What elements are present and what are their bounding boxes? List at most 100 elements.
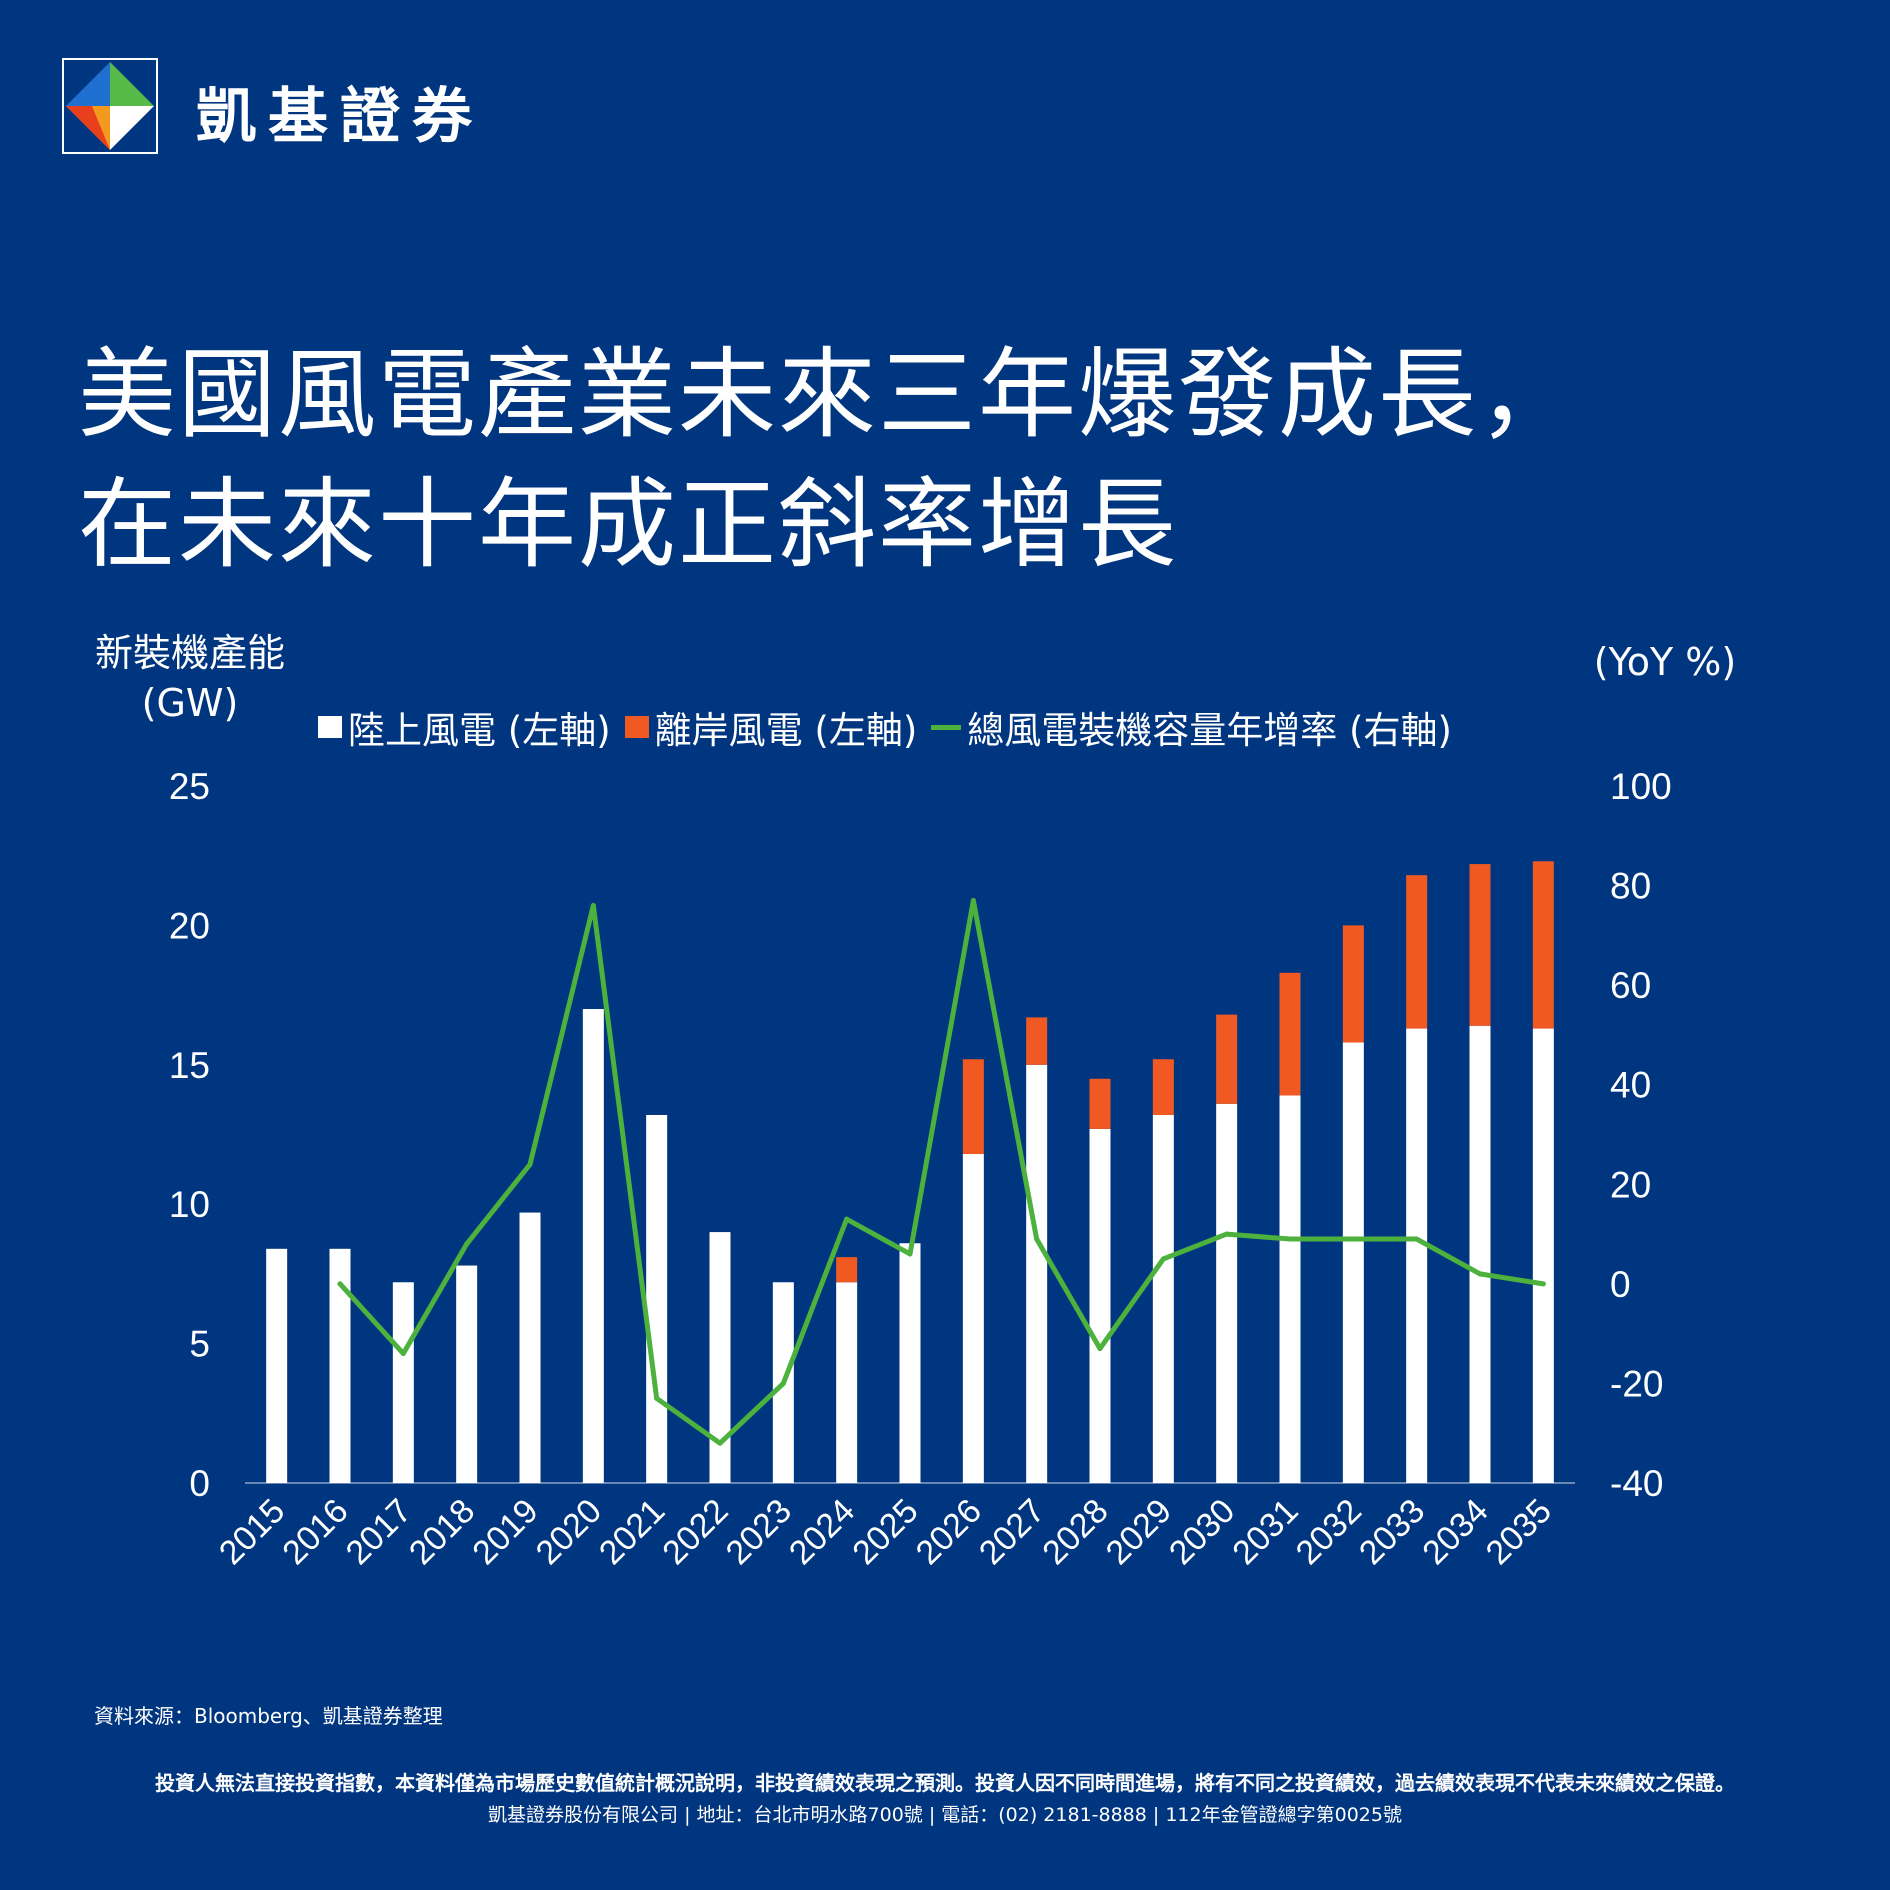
bar-offshore bbox=[1216, 1014, 1238, 1104]
bar-onshore bbox=[329, 1248, 351, 1483]
bar-onshore bbox=[1532, 1028, 1554, 1483]
right-axis-tick-label: 40 bbox=[1610, 1065, 1651, 1106]
disclaimer-text: 投資人無法直接投資指數，本資料僅為市場歷史數值統計概況說明，非投資績效表現之預測… bbox=[155, 1771, 1735, 1795]
bar-onshore bbox=[836, 1282, 858, 1483]
left-axis-tick-label: 10 bbox=[169, 1184, 210, 1225]
bar-onshore bbox=[1152, 1114, 1174, 1483]
x-axis-tick-label: 2025 bbox=[845, 1492, 925, 1572]
x-axis-tick-label: 2023 bbox=[719, 1492, 799, 1572]
bar-onshore bbox=[1279, 1095, 1301, 1483]
right-axis-tick-label: 0 bbox=[1610, 1264, 1631, 1305]
x-axis-tick-label: 2027 bbox=[972, 1492, 1052, 1572]
bar-onshore bbox=[1089, 1128, 1111, 1483]
x-axis-tick-label: 2034 bbox=[1415, 1492, 1495, 1572]
growth-rate-point bbox=[1287, 1236, 1293, 1242]
bar-onshore bbox=[1469, 1025, 1491, 1483]
right-axis-tick-label: 100 bbox=[1610, 766, 1672, 807]
right-axis-title: (YoY %) bbox=[1593, 640, 1737, 684]
bar-offshore bbox=[1406, 875, 1428, 1029]
bar-onshore bbox=[582, 1009, 604, 1483]
left-axis-tick-label: 20 bbox=[169, 905, 210, 946]
bar-onshore bbox=[899, 1243, 921, 1483]
legend-swatch-growth bbox=[931, 724, 962, 730]
growth-rate-point bbox=[1034, 1236, 1040, 1242]
x-axis-tick-label: 2016 bbox=[275, 1492, 355, 1572]
x-axis-tick-label: 2019 bbox=[465, 1492, 545, 1572]
title-line-1: 美國風電產業未來三年爆發成長， bbox=[78, 338, 1579, 452]
growth-rate-point bbox=[1540, 1281, 1546, 1287]
bar-offshore bbox=[1532, 861, 1554, 1029]
x-axis-tick-label: 2022 bbox=[655, 1492, 735, 1572]
x-axis-tick-label: 2015 bbox=[212, 1492, 292, 1572]
left-axis-title: 新裝機產能 (GW) bbox=[80, 628, 300, 728]
growth-rate-point bbox=[337, 1281, 343, 1287]
legend-item-growth: 總風電裝機容量年增率 (右軸) bbox=[931, 700, 1452, 754]
left-axis-tick-label: 25 bbox=[169, 766, 210, 807]
growth-rate-point bbox=[1097, 1346, 1103, 1352]
page-title: 美國風電產業未來三年爆發成長， 在未來十年成正斜率增長 bbox=[78, 330, 1578, 590]
x-axis-tick-label: 2035 bbox=[1479, 1492, 1559, 1572]
growth-rate-point bbox=[1350, 1236, 1356, 1242]
growth-rate-point bbox=[907, 1251, 913, 1257]
legend-label-offshore: 離岸風電 (左軸) bbox=[654, 709, 918, 752]
right-axis-tick-label: 20 bbox=[1610, 1164, 1651, 1205]
bar-onshore bbox=[519, 1212, 541, 1483]
bar-offshore bbox=[1469, 864, 1491, 1026]
legend-item-onshore: 陸上風電 (左軸) bbox=[318, 700, 611, 754]
bar-offshore bbox=[1152, 1059, 1174, 1115]
legend-swatch-offshore bbox=[624, 716, 649, 738]
bar-onshore bbox=[1026, 1064, 1048, 1483]
bar-onshore bbox=[1342, 1042, 1364, 1483]
x-axis-tick-label: 2031 bbox=[1225, 1492, 1305, 1572]
legend-swatch-onshore bbox=[318, 716, 342, 738]
brand-logo-icon bbox=[62, 58, 158, 154]
right-axis-tick-label: -40 bbox=[1610, 1463, 1663, 1504]
growth-rate-point bbox=[1160, 1256, 1166, 1262]
left-axis-title-line-1: 新裝機產能 bbox=[94, 631, 285, 675]
legend-label-growth: 總風電裝機容量年增率 (右軸) bbox=[967, 709, 1452, 752]
x-axis-tick-label: 2020 bbox=[529, 1492, 609, 1572]
source-note: 資料來源：Bloomberg、凱基證券整理 bbox=[94, 1704, 443, 1728]
x-axis-tick-label: 2030 bbox=[1162, 1492, 1242, 1572]
bar-offshore bbox=[1026, 1017, 1048, 1065]
bar-offshore bbox=[962, 1059, 984, 1155]
growth-rate-point bbox=[717, 1440, 723, 1446]
growth-rate-point bbox=[400, 1351, 406, 1357]
left-axis-title-line-2: (GW) bbox=[141, 681, 239, 725]
right-axis-tick-label: 80 bbox=[1610, 866, 1651, 907]
brand-name: 凱基證券 bbox=[196, 82, 484, 152]
bar-offshore bbox=[1089, 1078, 1111, 1129]
chart-area: 0510152025-40-20020406080100201520162017… bbox=[169, 766, 1672, 1572]
x-axis-tick-label: 2018 bbox=[402, 1492, 482, 1572]
left-axis-tick-label: 5 bbox=[189, 1324, 210, 1365]
legend-item-offshore: 離岸風電 (左軸) bbox=[624, 700, 918, 754]
bar-onshore bbox=[266, 1248, 288, 1483]
chart-legend: 陸上風電 (左軸) 離岸風電 (左軸) 總風電裝機容量年增率 (右軸) bbox=[318, 700, 1452, 754]
bar-onshore bbox=[1216, 1103, 1238, 1483]
growth-rate-point bbox=[1477, 1271, 1483, 1277]
bar-onshore bbox=[392, 1282, 414, 1483]
right-axis-tick-label: -20 bbox=[1610, 1363, 1663, 1404]
bar-onshore bbox=[709, 1232, 731, 1483]
right-axis-tick-label: 60 bbox=[1610, 965, 1651, 1006]
bar-onshore bbox=[1406, 1028, 1428, 1483]
growth-rate-point bbox=[970, 898, 976, 904]
left-axis-tick-label: 15 bbox=[169, 1045, 210, 1086]
growth-rate-point bbox=[654, 1395, 660, 1401]
growth-rate-line bbox=[337, 898, 1546, 1446]
bar-offshore bbox=[836, 1257, 858, 1283]
bar-onshore bbox=[456, 1265, 478, 1483]
legend-label-onshore: 陸上風電 (左軸) bbox=[348, 709, 611, 752]
x-axis-tick-label: 2017 bbox=[339, 1492, 419, 1572]
x-axis-tick-label: 2021 bbox=[592, 1492, 672, 1572]
bar-onshore bbox=[962, 1154, 984, 1483]
bar-offshore bbox=[1279, 972, 1301, 1096]
title-line-2: 在未來十年成正斜率增長 bbox=[78, 468, 1179, 582]
x-axis-tick-label: 2028 bbox=[1035, 1492, 1115, 1572]
growth-rate-point bbox=[590, 902, 596, 908]
bar-offshore bbox=[1342, 925, 1364, 1043]
growth-rate-point bbox=[527, 1161, 533, 1167]
x-axis-tick-label: 2033 bbox=[1352, 1492, 1432, 1572]
company-info: 凱基證券股份有限公司 | 地址：台北市明水路700號 | 電話：(02) 218… bbox=[488, 1804, 1402, 1826]
growth-rate-point bbox=[780, 1380, 786, 1386]
